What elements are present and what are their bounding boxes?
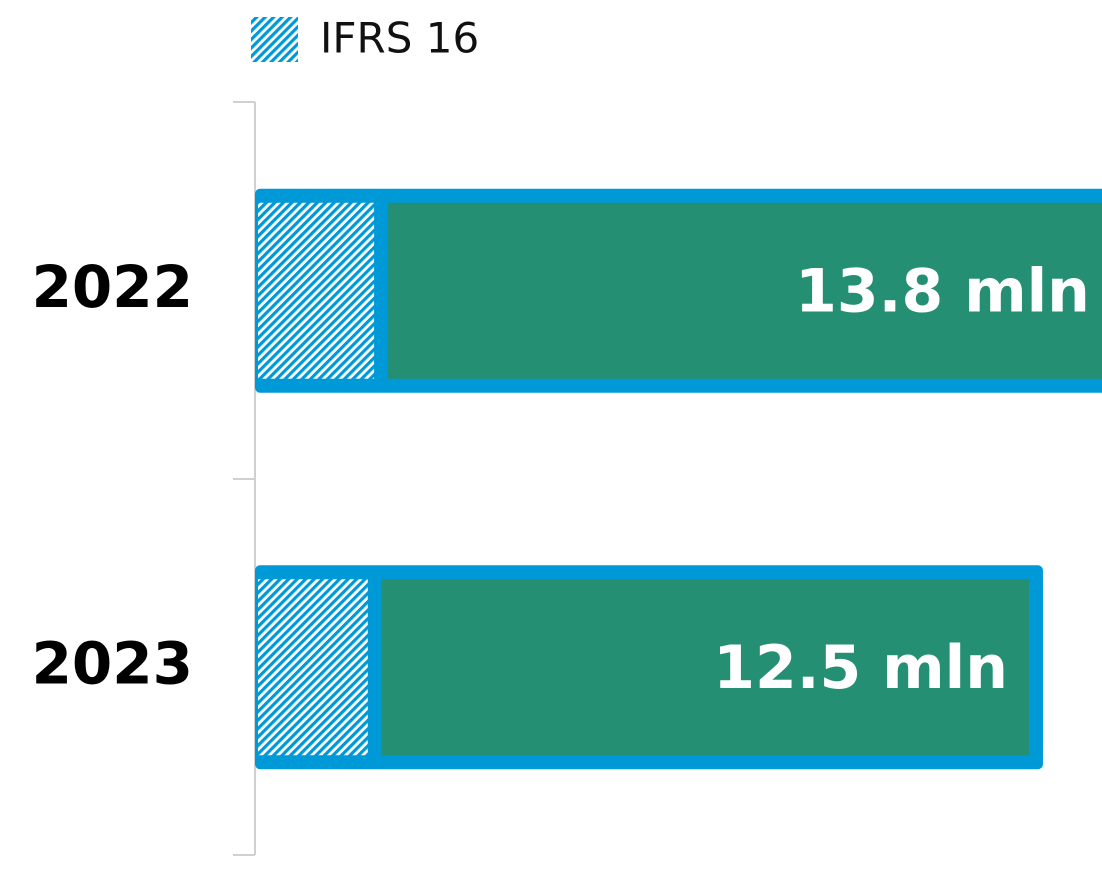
ifrs-segment [258,579,368,756]
value-label: 12.5 mln [713,633,1008,703]
legend-swatch [251,17,298,62]
bar-fill [388,202,1102,379]
value-label: 13.8 mln [795,256,1090,326]
legend-label: IFRS 16 [320,14,479,63]
y-tick-label: 2022 [32,253,193,321]
ifrs-segment [258,202,375,379]
y-tick-label: 2023 [32,629,193,697]
bar-fill [381,579,1029,756]
axis [233,101,256,856]
